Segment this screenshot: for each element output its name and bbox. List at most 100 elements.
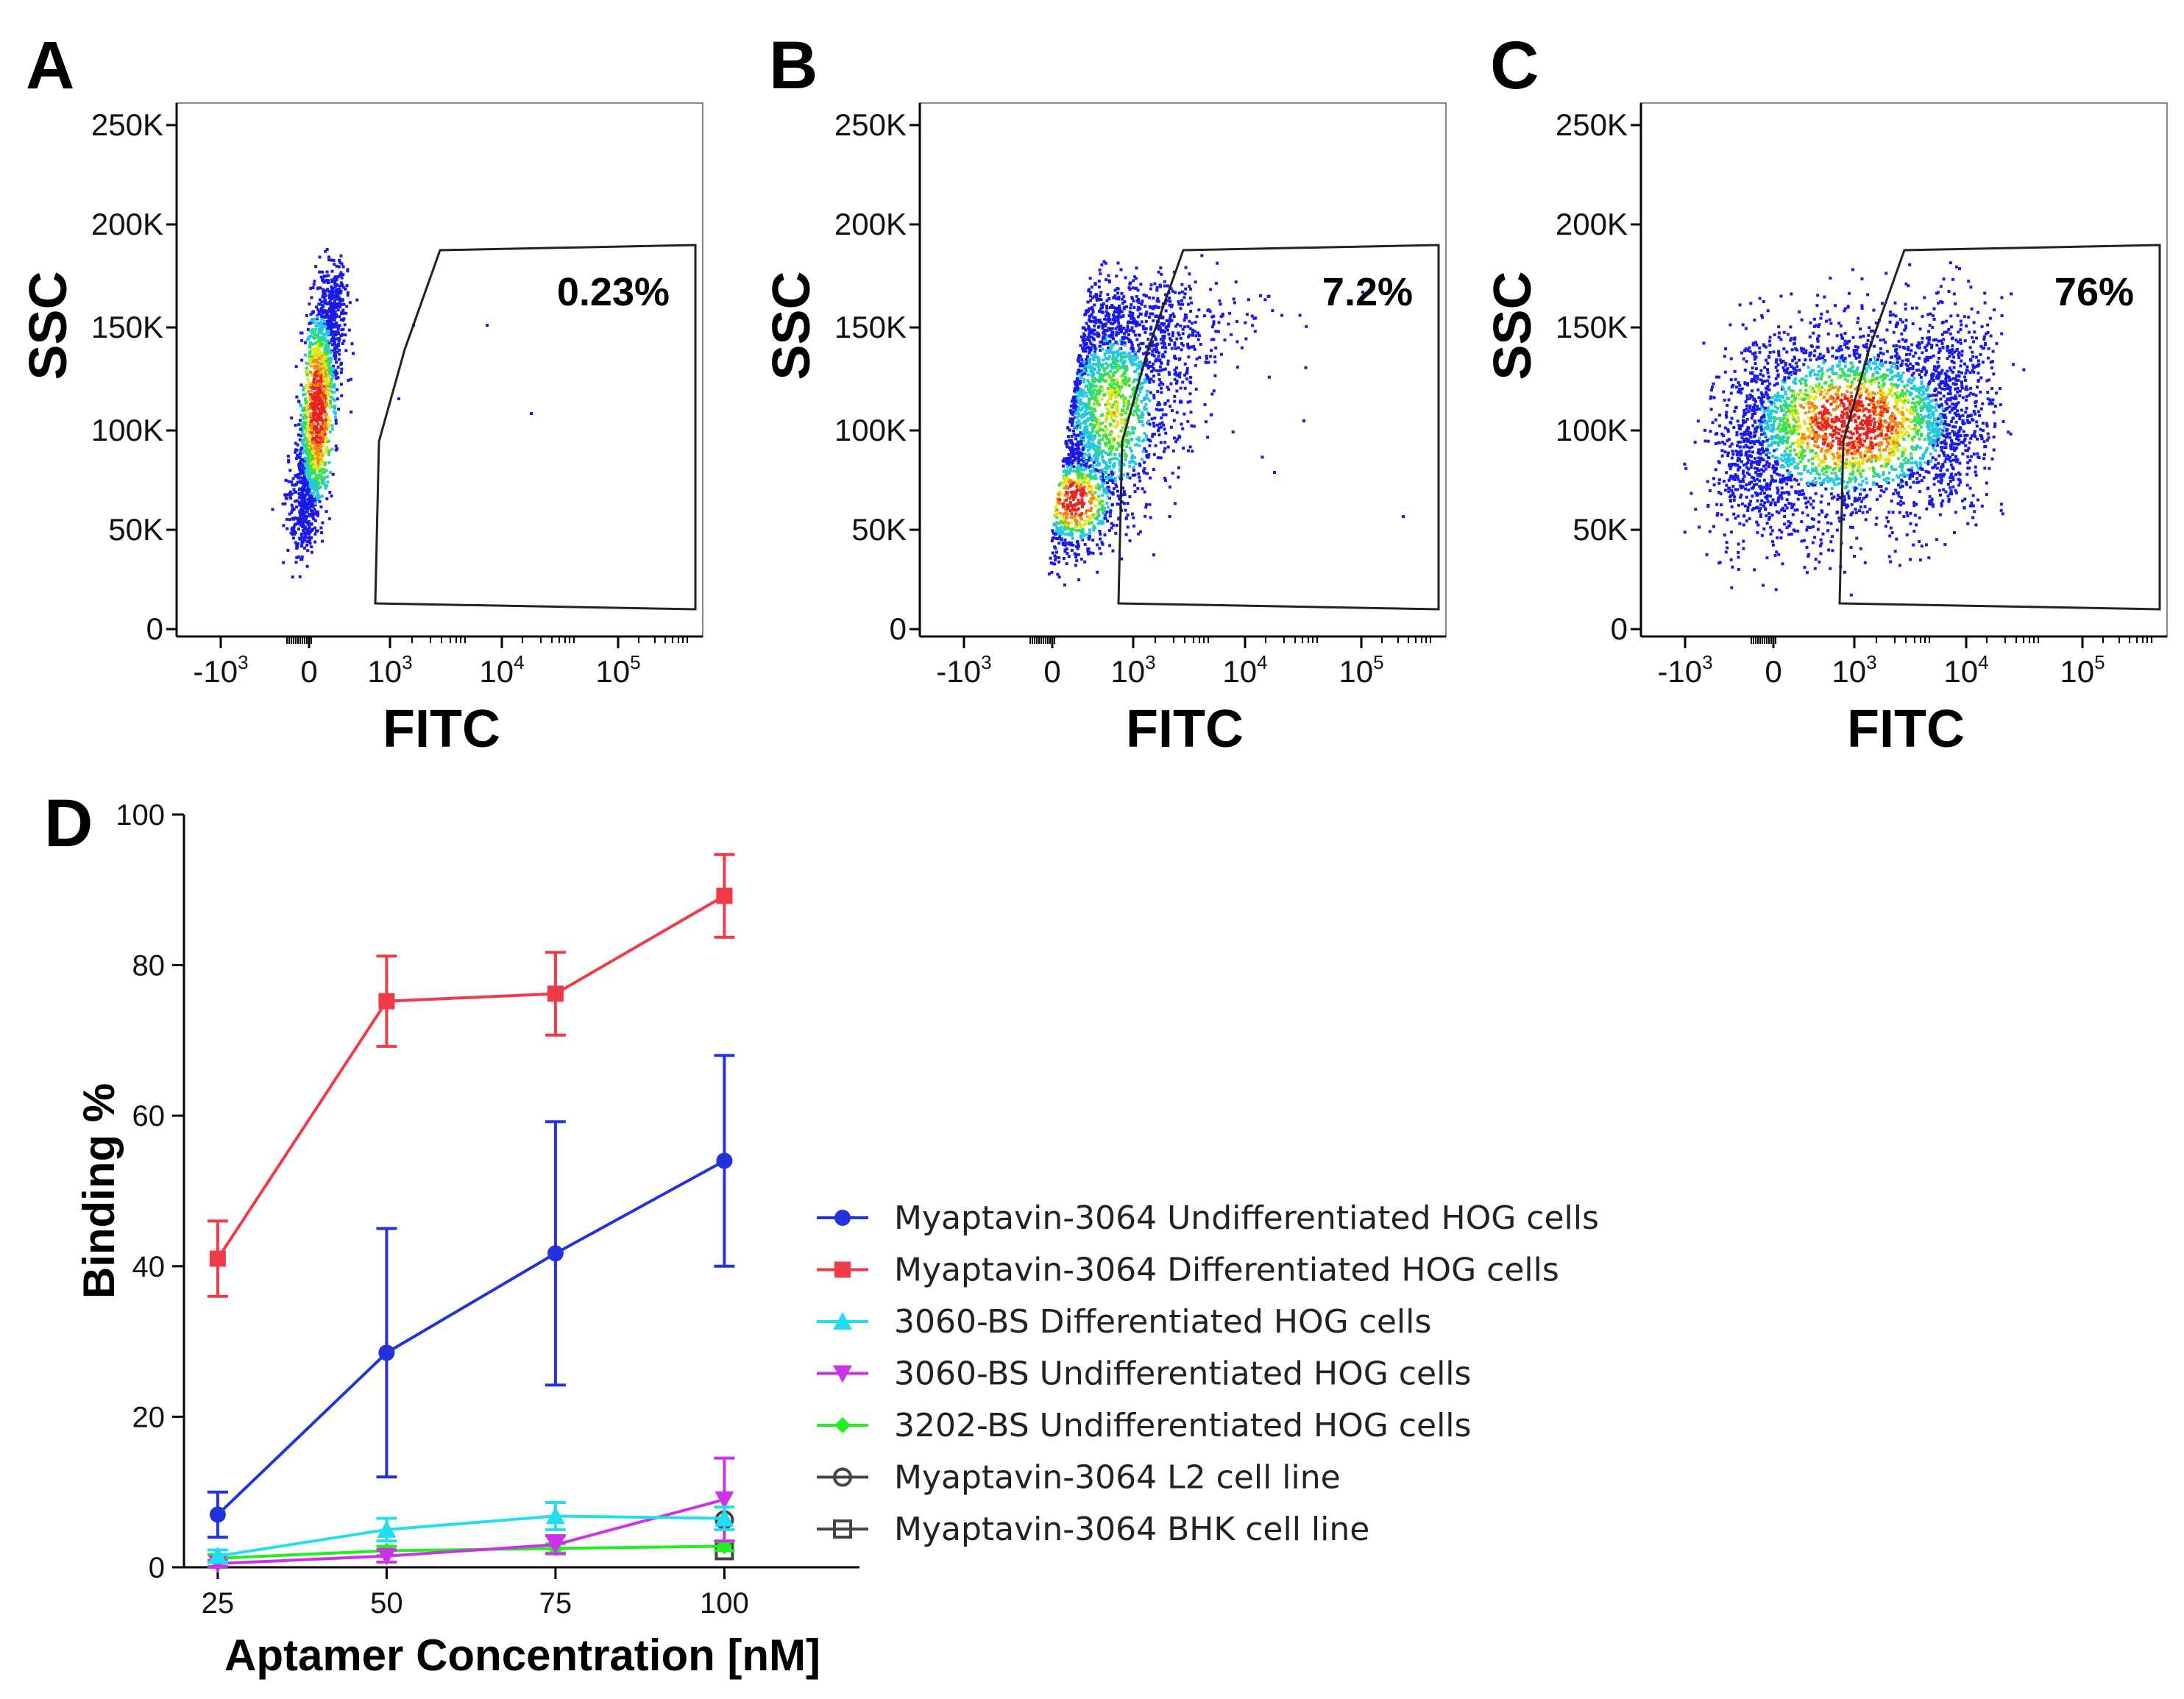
event-dot bbox=[1140, 413, 1144, 416]
event-dot bbox=[1759, 408, 1763, 411]
event-dot bbox=[1097, 499, 1101, 503]
event-dot bbox=[1130, 438, 1133, 441]
event-dot bbox=[1208, 355, 1212, 358]
event-dot bbox=[1119, 441, 1122, 444]
event-dot bbox=[338, 299, 341, 303]
event-dot bbox=[305, 515, 308, 519]
event-dot bbox=[1066, 513, 1069, 517]
event-dot bbox=[1298, 313, 1302, 317]
event-dot bbox=[1135, 266, 1138, 270]
event-dot bbox=[1808, 354, 1812, 358]
event-dot bbox=[1084, 460, 1088, 464]
event-dot bbox=[338, 324, 341, 327]
event-dot bbox=[1198, 355, 1202, 359]
x-tick-exponent: 5 bbox=[2094, 651, 2105, 673]
event-dot bbox=[1113, 378, 1116, 382]
event-dot bbox=[1169, 405, 1172, 408]
event-dot bbox=[329, 378, 333, 382]
event-dot bbox=[1106, 495, 1110, 499]
event-dot bbox=[328, 368, 332, 372]
event-dot bbox=[308, 532, 311, 536]
event-dot bbox=[333, 405, 336, 408]
event-dot bbox=[486, 324, 489, 327]
event-dot bbox=[1065, 511, 1068, 514]
event-dot bbox=[318, 453, 322, 456]
event-dot bbox=[308, 526, 311, 529]
plot-frame bbox=[919, 102, 1447, 637]
event-dot bbox=[308, 514, 312, 517]
event-dot bbox=[1765, 453, 1768, 457]
event-dot bbox=[1120, 413, 1124, 416]
event-dot bbox=[311, 336, 315, 339]
event-dot bbox=[1200, 254, 1204, 258]
event-dot bbox=[1827, 548, 1831, 552]
event-dot bbox=[1107, 350, 1110, 354]
event-dot bbox=[1074, 528, 1078, 532]
event-dot bbox=[1077, 542, 1080, 546]
event-dot bbox=[1082, 368, 1086, 372]
event-dot bbox=[311, 355, 315, 358]
event-dot bbox=[316, 447, 319, 451]
event-dot bbox=[1787, 533, 1791, 536]
event-dot bbox=[1138, 366, 1141, 369]
event-dot bbox=[1071, 492, 1074, 496]
event-dot bbox=[335, 264, 338, 268]
event-dot bbox=[305, 480, 309, 484]
event-dot bbox=[1072, 465, 1076, 469]
event-dot bbox=[1162, 339, 1166, 343]
event-dot bbox=[1053, 562, 1057, 566]
event-dot bbox=[1110, 436, 1114, 440]
event-dot bbox=[1071, 497, 1075, 501]
event-dot bbox=[1086, 453, 1090, 457]
event-dot bbox=[329, 351, 333, 355]
event-dot bbox=[1162, 450, 1166, 453]
event-dot bbox=[1092, 526, 1096, 530]
event-dot bbox=[1137, 414, 1141, 418]
event-dot bbox=[1088, 433, 1091, 436]
event-dot bbox=[335, 294, 338, 297]
event-dot bbox=[1118, 386, 1122, 389]
event-dot bbox=[1851, 336, 1855, 339]
event-dot bbox=[1082, 523, 1085, 527]
event-dot bbox=[331, 472, 335, 476]
event-dot bbox=[1054, 529, 1058, 533]
event-dot bbox=[1086, 508, 1090, 512]
event-dot bbox=[1186, 324, 1190, 328]
event-dot bbox=[1148, 316, 1151, 319]
event-dot bbox=[1091, 296, 1094, 299]
event-dot bbox=[1170, 347, 1174, 350]
event-dot bbox=[1112, 337, 1115, 341]
event-dot bbox=[1078, 454, 1081, 458]
event-dot bbox=[325, 497, 329, 500]
event-dot bbox=[1084, 358, 1088, 361]
event-dot bbox=[300, 440, 304, 444]
event-dot bbox=[1975, 420, 1979, 424]
event-dot bbox=[1842, 402, 1846, 406]
event-dot bbox=[1068, 439, 1071, 442]
event-dot bbox=[323, 395, 327, 398]
event-dot bbox=[299, 428, 302, 431]
event-dot bbox=[1183, 412, 1186, 416]
event-dot bbox=[1082, 414, 1085, 418]
event-dot bbox=[326, 339, 330, 342]
event-dot bbox=[1074, 525, 1077, 528]
event-dot bbox=[1161, 353, 1165, 357]
event-dot bbox=[333, 341, 336, 344]
event-dot bbox=[1109, 391, 1113, 395]
y-tick-label: 50K bbox=[108, 512, 163, 547]
event-dot bbox=[1090, 365, 1093, 369]
event-dot bbox=[1124, 411, 1127, 414]
event-dot bbox=[1196, 331, 1200, 335]
event-dot bbox=[333, 330, 337, 334]
event-dot bbox=[317, 482, 321, 486]
event-dot bbox=[315, 350, 319, 354]
x-tick-exponent: 5 bbox=[630, 651, 640, 673]
event-dot bbox=[1077, 529, 1081, 532]
event-dot bbox=[1130, 313, 1133, 316]
event-dot bbox=[325, 310, 328, 313]
event-dot bbox=[1110, 363, 1113, 366]
event-dot bbox=[300, 358, 304, 362]
event-dot bbox=[1118, 315, 1121, 319]
event-dot bbox=[1715, 503, 1719, 506]
event-dot bbox=[322, 336, 325, 339]
